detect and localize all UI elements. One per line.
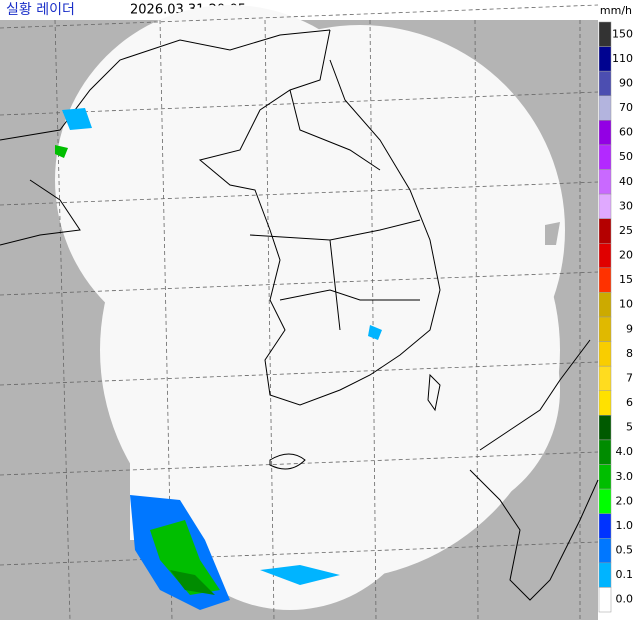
legend-label: 25 xyxy=(619,224,633,237)
legend-label: 9 xyxy=(626,322,633,335)
legend-swatch xyxy=(598,488,612,514)
legend-label: 30 xyxy=(619,199,633,212)
legend-swatch xyxy=(598,415,612,441)
legend-swatch xyxy=(598,365,612,391)
legend-swatch xyxy=(598,390,612,416)
legend-swatch xyxy=(598,169,612,195)
legend-swatch xyxy=(598,292,612,318)
legend-label: 60 xyxy=(619,126,633,139)
legend-label: 7 xyxy=(626,371,633,384)
legend-swatch xyxy=(598,21,612,47)
legend-label: 70 xyxy=(619,101,633,114)
legend-label: 110 xyxy=(612,52,633,65)
legend: 150 110 90 70 60 50 40 30 25 20 15 10 9 8 7 6 5 4.0 3.0 2.0… xyxy=(598,21,634,613)
legend-swatch xyxy=(598,46,612,72)
legend-swatch xyxy=(598,538,612,564)
legend-swatch xyxy=(598,95,612,121)
legend-label: 40 xyxy=(619,175,633,188)
legend-label: 150 xyxy=(612,27,633,40)
legend-swatch xyxy=(598,439,612,465)
legend-label: 8 xyxy=(626,347,633,360)
legend-label: 1.0 xyxy=(616,519,634,532)
radar-coverage xyxy=(55,5,565,610)
legend-label: 6 xyxy=(626,396,633,409)
title: 실황 레이더 xyxy=(6,2,75,18)
legend-label: 50 xyxy=(619,150,633,163)
legend-swatch xyxy=(598,562,612,588)
precipitation xyxy=(55,108,560,610)
legend-swatch xyxy=(598,243,612,269)
legend-label: 20 xyxy=(619,249,633,262)
legend-label: 0.1 xyxy=(616,568,634,581)
legend-swatch xyxy=(598,464,612,490)
legend-swatch xyxy=(598,316,612,342)
legend-swatch xyxy=(598,587,612,613)
legend-swatch xyxy=(598,70,612,96)
legend-label: 0.0 xyxy=(616,593,634,606)
coastlines xyxy=(0,29,599,601)
legend-label: 90 xyxy=(619,76,633,89)
legend-label: 15 xyxy=(619,273,633,286)
legend-swatch xyxy=(598,267,612,293)
unit: mm/h xyxy=(600,4,632,17)
legend-label: 3.0 xyxy=(616,470,634,483)
legend-swatch xyxy=(598,144,612,170)
legend-label: 2.0 xyxy=(616,494,634,507)
legend-swatch xyxy=(598,513,612,539)
legend-swatch xyxy=(598,193,612,219)
legend-label: 10 xyxy=(619,298,633,311)
legend-swatch xyxy=(598,218,612,244)
legend-label: 0.5 xyxy=(616,544,634,557)
legend-label: 4.0 xyxy=(616,445,634,458)
map xyxy=(0,4,599,620)
legend-swatch xyxy=(598,120,612,146)
legend-swatch xyxy=(598,341,612,367)
legend-label: 5 xyxy=(626,421,633,434)
